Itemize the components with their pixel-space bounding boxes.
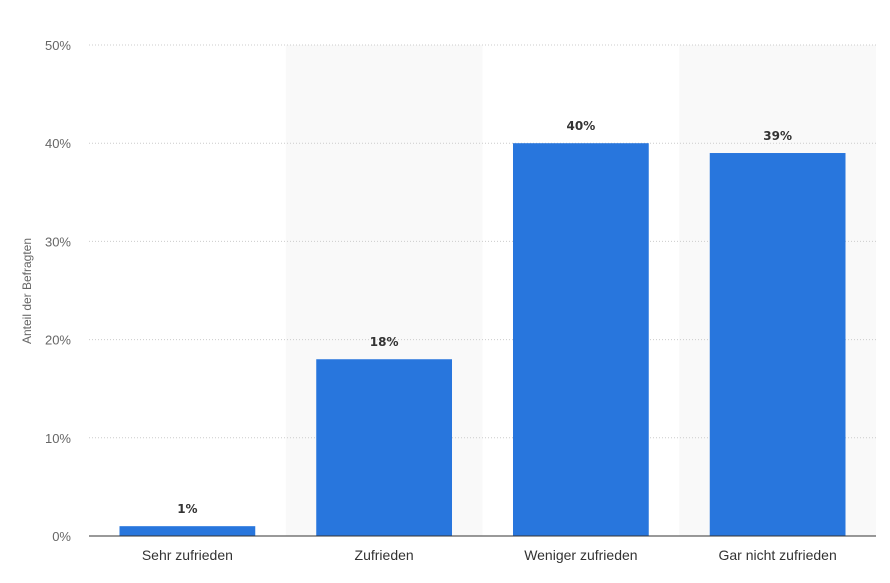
data-label: 18%	[370, 335, 399, 349]
bar[interactable]	[119, 526, 256, 536]
data-label: 39%	[763, 129, 792, 143]
bars	[119, 143, 846, 536]
x-tick-label: Gar nicht zufrieden	[718, 547, 836, 563]
x-tick-label: Zufrieden	[355, 547, 414, 563]
bar[interactable]	[512, 143, 649, 536]
bar[interactable]	[316, 359, 453, 536]
data-labels: 1% 18% 40% 39%	[177, 119, 792, 516]
bar[interactable]	[709, 153, 846, 536]
data-label: 40%	[567, 119, 596, 133]
y-tick-label: 10%	[45, 431, 71, 446]
data-label: 1%	[177, 502, 197, 516]
y-tick-label: 40%	[45, 136, 71, 151]
y-axis-ticks: 0% 10% 20% 30% 40% 50%	[45, 38, 71, 544]
x-tick-label: Weniger zufrieden	[524, 547, 637, 563]
y-tick-label: 30%	[45, 234, 71, 249]
y-tick-label: 50%	[45, 38, 71, 53]
y-tick-label: 20%	[45, 333, 71, 348]
y-axis-title: Anteil der Befragten	[20, 238, 34, 344]
x-axis-labels: Sehr zufrieden Zufrieden Weniger zufrieden…	[142, 547, 837, 563]
y-tick-label: 0%	[52, 529, 71, 544]
x-tick-label: Sehr zufrieden	[142, 547, 233, 563]
grid-lines	[89, 44, 876, 439]
